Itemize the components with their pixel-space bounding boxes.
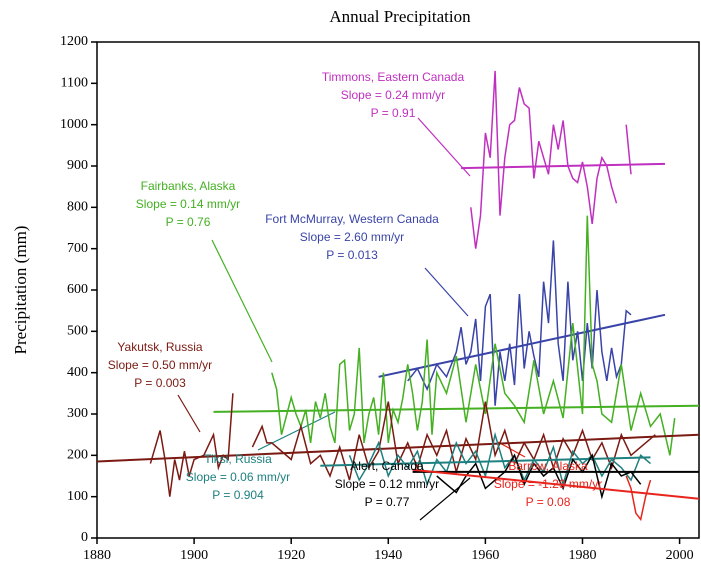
trend-line [213,404,700,413]
x-tick-label: 1920 [277,548,305,563]
series-line [470,70,632,249]
annotation: P = 0.91 [371,106,416,120]
annotation: Slope = -1.29 mm/yr [494,477,602,491]
trend-line [412,468,700,500]
annotation: Alert, Canada [350,459,424,473]
annotation: Slope = 0.12 mm/yr [335,477,439,491]
trend-line [96,433,700,463]
y-tick-label: 300 [67,406,88,421]
y-tick-label: 100 [67,489,88,504]
annotation: Slope = 0.50 mm/yr [108,358,212,372]
arrow [424,267,469,317]
annotation: Barrow, Alaska [508,459,588,473]
annotation: Yakutsk, Russia [117,340,202,354]
annotation: P = 0.08 [526,495,571,509]
annotation: Fairbanks, Alaska [141,179,236,193]
y-axis-label: Precipitation (mm) [11,226,30,355]
y-tick-label: 0 [81,530,88,545]
series-line [271,215,676,456]
annotation: Fort McMurray, Western Canada [265,212,439,226]
x-tick-label: 1940 [374,548,402,563]
arrow [497,441,526,458]
annotation: Timmons, Eastern Canada [322,70,465,84]
arrow [177,394,201,433]
annotation: P = 0.013 [326,248,378,262]
chart-title: Annual Precipitation [329,7,471,26]
x-tick-label: 2000 [666,548,694,563]
arrow [257,411,336,451]
annotation: P = 0.76 [166,215,211,229]
y-tick-label: 1100 [61,76,88,91]
y-tick-label: 700 [67,241,88,256]
annotation: Slope = 2.60 mm/yr [300,230,404,244]
arrows [177,117,526,521]
trend-line [378,313,666,378]
arrow [211,239,273,363]
annotation: P = 0.003 [134,376,186,390]
annotation: Slope = 0.06 mm/yr [186,470,290,484]
x-tick-label: 1900 [180,548,208,563]
arrow [417,117,471,177]
x-tick-label: 1880 [83,548,111,563]
y-tick-label: 900 [67,158,88,173]
trend-line [461,162,666,170]
y-tick-label: 500 [67,324,88,339]
arrow [419,477,471,521]
annotation: Slope = 0.24 mm/yr [341,88,445,102]
x-tick-label: 1980 [568,548,596,563]
y-tick-label: 400 [67,365,88,380]
y-tick-label: 200 [67,448,88,463]
annotation: Slope = 0.14 mm/yr [136,197,240,211]
series-line [436,453,642,500]
y-tick-label: 600 [67,282,88,297]
trend-line [320,456,651,467]
annotation: Tiksi, Russia [204,452,272,466]
x-tick-label: 1960 [471,548,499,563]
y-tick-label: 800 [67,200,88,215]
annotation: P = 0.904 [212,488,264,502]
annotation: P = 0.77 [365,495,410,509]
y-tick-label: 1200 [60,34,88,49]
y-tick-label: 1000 [60,117,88,132]
